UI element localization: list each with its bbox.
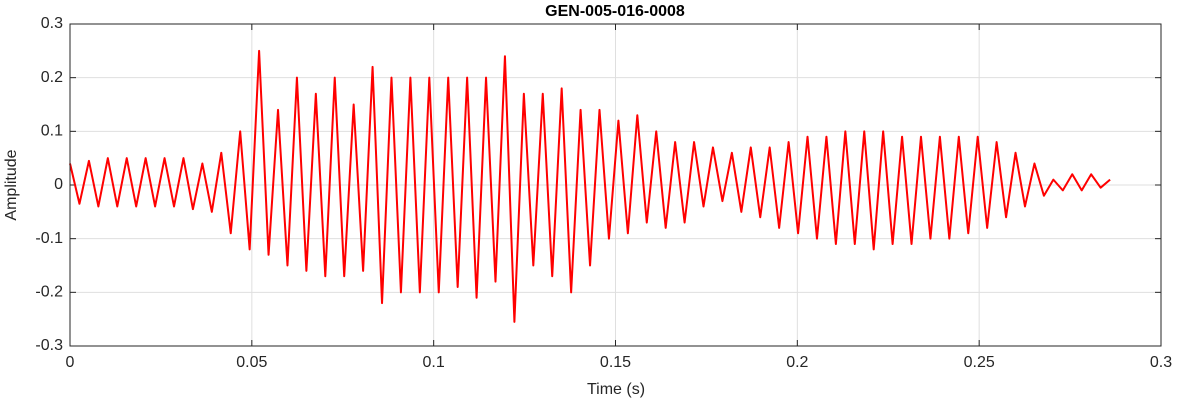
y-tick-label: 0.2 <box>41 69 63 86</box>
x-tick-label: 0.1 <box>423 354 445 371</box>
y-tick-label: 0 <box>54 176 63 193</box>
x-tick-label: 0 <box>66 354 75 371</box>
x-tick-label: 0.2 <box>786 354 808 371</box>
x-tick-label: 0.05 <box>236 354 267 371</box>
plot-frame <box>69 23 1162 347</box>
signal-line <box>69 49 1111 323</box>
x-tick-label: 0.15 <box>600 354 631 371</box>
y-tick-label: -0.1 <box>35 230 63 247</box>
x-axis-label: Time (s) <box>587 381 645 398</box>
y-tick-label: 0.3 <box>41 15 63 32</box>
chart-title: GEN-005-016-0008 <box>545 3 685 20</box>
y-tick-label: 0.1 <box>41 123 63 140</box>
y-tick-label: -0.2 <box>35 284 63 301</box>
x-tick-label: 0.3 <box>1150 354 1172 371</box>
y-axis-label: Amplitude <box>3 149 20 220</box>
y-tick-label: -0.3 <box>35 337 63 354</box>
x-tick-label: 0.25 <box>964 354 995 371</box>
